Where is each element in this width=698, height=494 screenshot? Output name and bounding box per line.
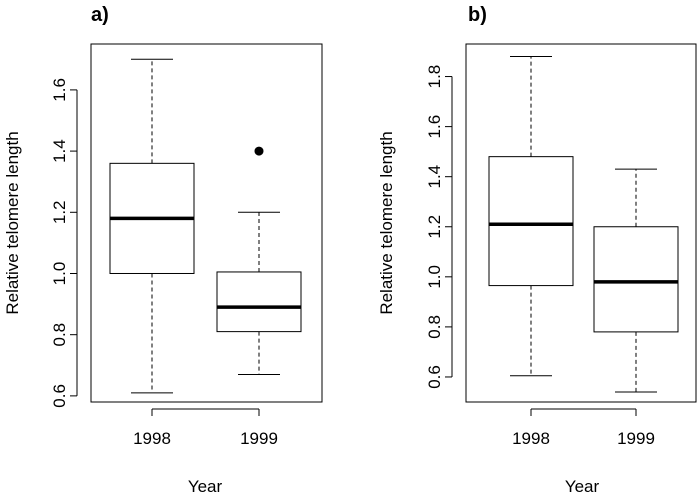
panel-b-y-tick-label: 1.6 — [425, 115, 444, 139]
panel-a-x-axis-title: Year — [188, 477, 223, 494]
panel-a-y-tick-label: 0.8 — [50, 323, 69, 347]
panel-a-y-tick-label: 1.2 — [50, 200, 69, 224]
panel-a-x-tick-label: 1999 — [240, 429, 278, 448]
panel-a-y-tick-label: 1.0 — [50, 262, 69, 286]
panel-a-box-1999-outlier-point — [254, 146, 264, 156]
panel-b-plot-frame — [465, 43, 697, 403]
panel-a-label: a) — [91, 4, 109, 26]
panel-b-x-tick-label: 1999 — [617, 429, 655, 448]
panel-b-y-axis-title: Relative telomere length — [377, 131, 396, 314]
panel-b-y-tick-label: 1.4 — [425, 165, 444, 189]
panel-b-y-tick-label: 1.2 — [425, 215, 444, 239]
panel-a-y-tick-label: 1.4 — [50, 139, 69, 163]
panel-b-x-axis-title: Year — [565, 477, 600, 494]
panel-b-y-tick-label: 0.6 — [425, 365, 444, 389]
panel-b-x-tick-label: 1998 — [512, 429, 550, 448]
panel-b-label: b) — [468, 4, 487, 26]
panel-a-x-tick-label: 1998 — [133, 429, 171, 448]
panel-a-box-1999-iqr-box — [216, 271, 302, 333]
panel-a-y-axis-title: Relative telomere length — [3, 131, 22, 314]
panel-b-y-tick-label: 0.8 — [425, 315, 444, 339]
panel-b-box-1999-iqr-box — [593, 226, 679, 333]
panel-a-y-tick-label: 1.6 — [50, 78, 69, 102]
panel-a-plot-frame — [90, 43, 323, 403]
panel-b-box-1998-iqr-box — [488, 156, 574, 287]
panel-a-y-tick-label: 0.6 — [50, 384, 69, 408]
panel-b-y-tick-label: 1.8 — [425, 65, 444, 89]
panel-b-y-tick-label: 1.0 — [425, 265, 444, 289]
